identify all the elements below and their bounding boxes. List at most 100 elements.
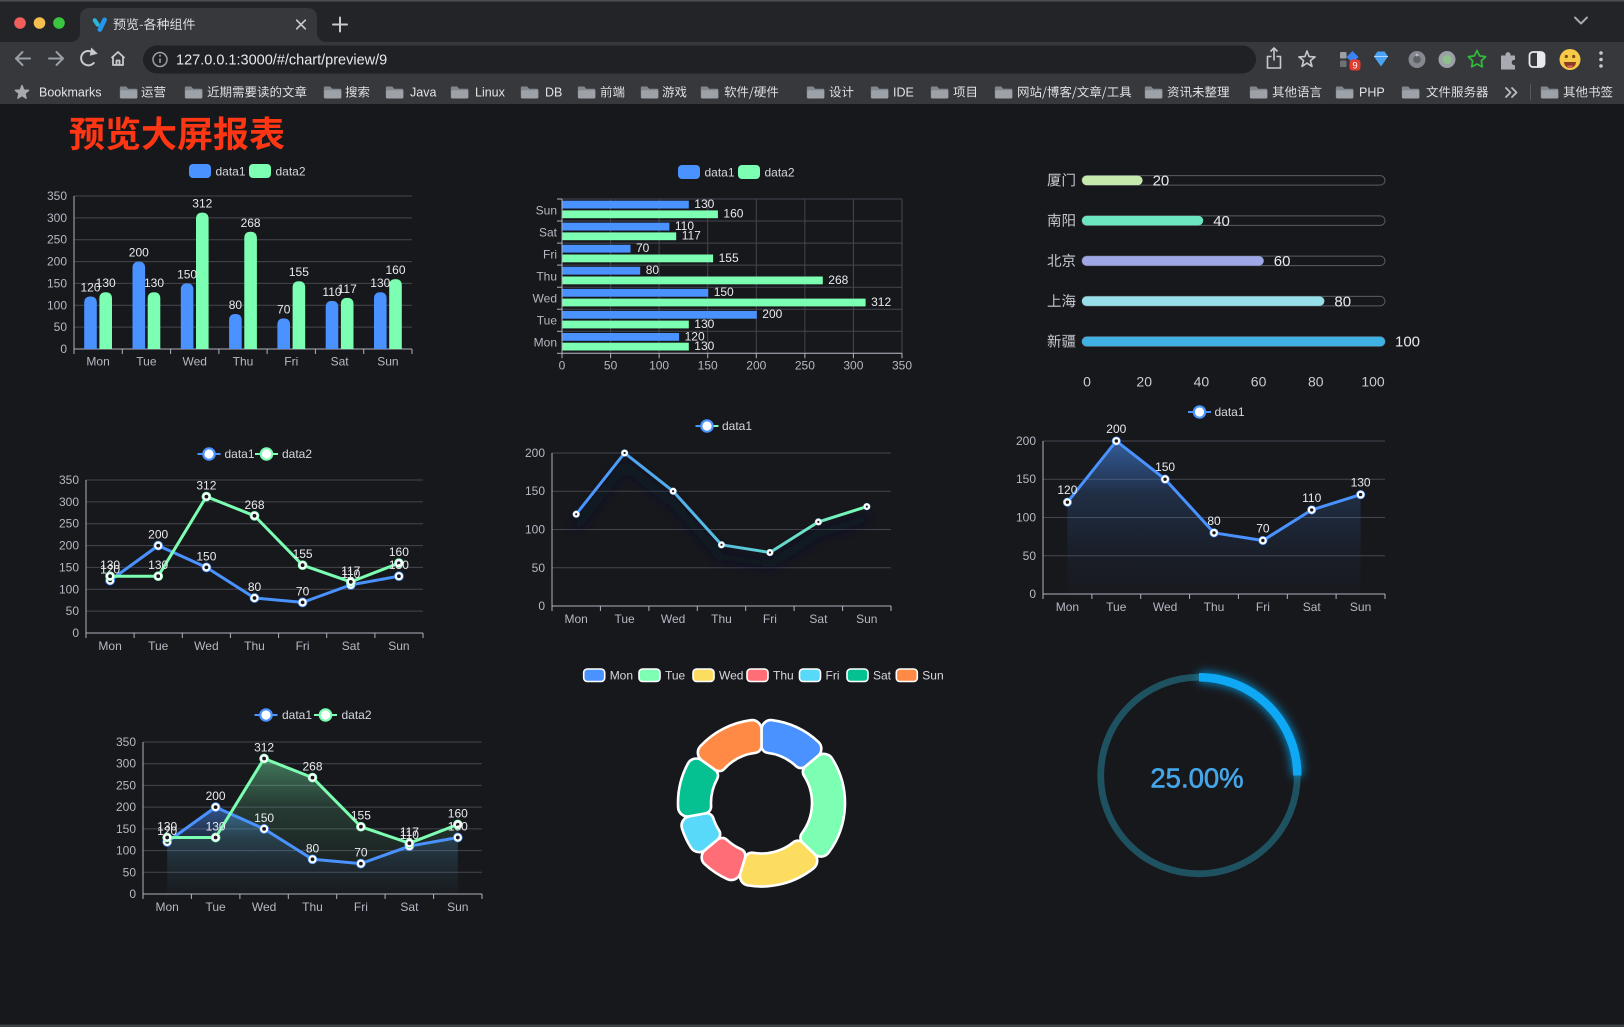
svg-text:110: 110 bbox=[322, 285, 341, 299]
svg-text:150: 150 bbox=[196, 549, 216, 563]
svg-text:Tue: Tue bbox=[148, 639, 169, 653]
svg-text:Thu: Thu bbox=[711, 612, 732, 626]
svg-text:200: 200 bbox=[129, 246, 149, 260]
svg-text:200: 200 bbox=[525, 446, 545, 460]
svg-text:data1: data1 bbox=[1215, 405, 1245, 419]
svg-text:80: 80 bbox=[1207, 514, 1221, 528]
svg-text:60: 60 bbox=[1274, 253, 1291, 270]
svg-text:150: 150 bbox=[714, 285, 734, 299]
svg-text:130: 130 bbox=[694, 339, 714, 353]
svg-text:312: 312 bbox=[871, 295, 891, 309]
svg-text:Thu: Thu bbox=[302, 900, 323, 914]
svg-text:0: 0 bbox=[538, 599, 545, 613]
svg-text:Sat: Sat bbox=[342, 639, 361, 653]
svg-text:50: 50 bbox=[604, 358, 618, 372]
svg-text:100: 100 bbox=[525, 523, 545, 537]
svg-text:0: 0 bbox=[60, 342, 67, 356]
svg-text:Mon: Mon bbox=[565, 612, 588, 626]
svg-text:Tue: Tue bbox=[614, 612, 635, 626]
svg-text:50: 50 bbox=[54, 320, 68, 334]
svg-text:110: 110 bbox=[400, 828, 419, 842]
svg-text:Mon: Mon bbox=[98, 639, 121, 653]
svg-text:Sat: Sat bbox=[873, 669, 892, 683]
svg-text:Sun: Sun bbox=[388, 639, 409, 653]
svg-text:150: 150 bbox=[59, 560, 79, 574]
svg-text:300: 300 bbox=[843, 358, 863, 372]
svg-text:160: 160 bbox=[448, 807, 468, 821]
svg-text:40: 40 bbox=[1194, 374, 1210, 390]
svg-text:Mon: Mon bbox=[534, 336, 557, 350]
svg-text:Sat: Sat bbox=[400, 900, 419, 914]
svg-text:Wed: Wed bbox=[533, 292, 557, 306]
svg-text:Wed: Wed bbox=[719, 669, 743, 683]
svg-text:268: 268 bbox=[828, 273, 848, 287]
svg-text:20: 20 bbox=[1136, 374, 1152, 390]
svg-text:200: 200 bbox=[1106, 422, 1126, 436]
svg-text:Fri: Fri bbox=[763, 612, 777, 626]
svg-text:312: 312 bbox=[196, 479, 216, 493]
svg-text:80: 80 bbox=[1308, 374, 1324, 390]
svg-text:150: 150 bbox=[525, 484, 545, 498]
svg-text:0: 0 bbox=[72, 626, 79, 640]
svg-text:Mon: Mon bbox=[86, 355, 109, 369]
svg-text:Sun: Sun bbox=[377, 355, 398, 369]
svg-text:100: 100 bbox=[649, 358, 669, 372]
svg-text:Sun: Sun bbox=[447, 900, 468, 914]
svg-text:117: 117 bbox=[341, 564, 360, 578]
svg-text:350: 350 bbox=[47, 189, 67, 203]
svg-text:250: 250 bbox=[116, 778, 136, 792]
svg-text:155: 155 bbox=[289, 265, 309, 279]
svg-text:Fri: Fri bbox=[354, 900, 368, 914]
svg-text:Wed: Wed bbox=[194, 639, 218, 653]
svg-text:data1: data1 bbox=[282, 708, 312, 722]
svg-text:60: 60 bbox=[1251, 374, 1267, 390]
svg-text:120: 120 bbox=[80, 281, 100, 295]
svg-text:250: 250 bbox=[795, 358, 815, 372]
svg-text:155: 155 bbox=[719, 251, 739, 265]
svg-text:150: 150 bbox=[254, 811, 274, 825]
svg-text:Sat: Sat bbox=[331, 355, 350, 369]
svg-text:0: 0 bbox=[1029, 587, 1036, 601]
svg-text:80: 80 bbox=[229, 298, 243, 312]
svg-text:117: 117 bbox=[400, 825, 419, 839]
svg-text:312: 312 bbox=[192, 197, 212, 211]
svg-text:Tue: Tue bbox=[537, 314, 558, 328]
svg-text:250: 250 bbox=[47, 233, 67, 247]
svg-text:150: 150 bbox=[177, 267, 197, 281]
svg-text:Sun: Sun bbox=[1350, 600, 1371, 614]
svg-text:200: 200 bbox=[206, 789, 226, 803]
svg-text:Bookmarks: Bookmarks bbox=[39, 86, 102, 100]
svg-text:Sat: Sat bbox=[539, 225, 558, 239]
svg-text:80: 80 bbox=[1334, 293, 1351, 310]
svg-text:DB: DB bbox=[545, 86, 562, 100]
svg-text:110: 110 bbox=[1302, 491, 1321, 505]
svg-text:300: 300 bbox=[47, 211, 67, 225]
svg-text:Wed: Wed bbox=[252, 900, 276, 914]
svg-text:120: 120 bbox=[157, 824, 177, 838]
svg-text:50: 50 bbox=[123, 865, 137, 879]
svg-text:Fri: Fri bbox=[296, 639, 310, 653]
svg-text:200: 200 bbox=[59, 539, 79, 553]
svg-text:Mon: Mon bbox=[156, 900, 179, 914]
svg-text:PHP: PHP bbox=[1359, 86, 1385, 100]
svg-text:268: 268 bbox=[302, 760, 322, 774]
svg-text:117: 117 bbox=[682, 229, 701, 243]
svg-text:268: 268 bbox=[241, 216, 261, 230]
svg-text:50: 50 bbox=[532, 561, 546, 575]
svg-text:120: 120 bbox=[100, 563, 120, 577]
svg-text:117: 117 bbox=[338, 282, 357, 296]
svg-text:0: 0 bbox=[559, 358, 566, 372]
svg-text:IDE: IDE bbox=[893, 86, 914, 100]
svg-text:150: 150 bbox=[1155, 460, 1175, 474]
svg-text:data2: data2 bbox=[282, 447, 312, 461]
svg-text:Linux: Linux bbox=[475, 86, 506, 100]
svg-text:200: 200 bbox=[116, 800, 136, 814]
svg-text:100: 100 bbox=[47, 298, 67, 312]
svg-text:130: 130 bbox=[448, 820, 468, 834]
svg-text:data1: data1 bbox=[705, 166, 735, 180]
svg-text:130: 130 bbox=[100, 558, 120, 572]
svg-text:155: 155 bbox=[351, 809, 371, 823]
svg-text:Thu: Thu bbox=[244, 639, 265, 653]
svg-text:130: 130 bbox=[206, 820, 226, 834]
svg-text:250: 250 bbox=[59, 517, 79, 531]
